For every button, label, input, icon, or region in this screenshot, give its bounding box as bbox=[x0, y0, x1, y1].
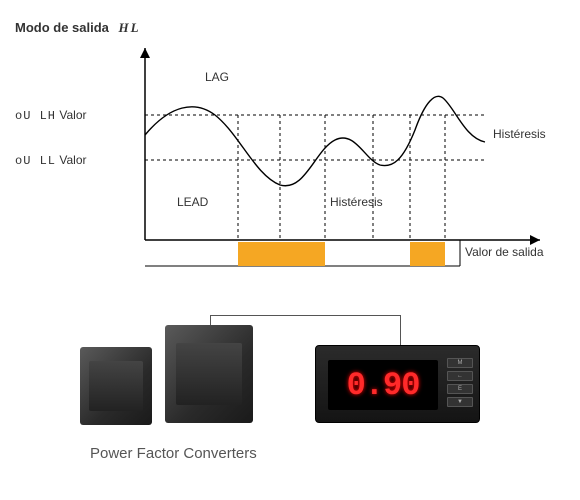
digital-meter: 0.90 M ← E ▼ bbox=[315, 345, 480, 423]
meter-btn-down: ▼ bbox=[447, 397, 473, 407]
conn-line bbox=[400, 315, 401, 345]
x-arrow bbox=[530, 235, 540, 245]
meter-btn-m: M bbox=[447, 358, 473, 368]
chart-svg bbox=[15, 20, 565, 295]
y-arrow bbox=[140, 48, 150, 58]
meter-screen: 0.90 bbox=[328, 360, 438, 410]
signal-curve bbox=[145, 96, 485, 185]
converter-small-face bbox=[89, 361, 144, 411]
meter-value: 0.90 bbox=[347, 367, 420, 404]
converter-small bbox=[80, 347, 152, 425]
meter-btn-left: ← bbox=[447, 371, 473, 381]
meter-buttons: M ← E ▼ bbox=[447, 358, 473, 407]
output-bar bbox=[238, 242, 325, 266]
converter-large bbox=[165, 325, 253, 423]
device-label: Power Factor Converters bbox=[90, 445, 257, 462]
hysteresis-chart: Modo de salida HL oU LH Valor oU LL Valo… bbox=[15, 20, 565, 295]
output-bars bbox=[238, 242, 445, 266]
meter-btn-e: E bbox=[447, 384, 473, 394]
conn-line bbox=[210, 315, 400, 316]
device-illustration: 0.90 M ← E ▼ Power Factor Converters bbox=[70, 315, 510, 480]
output-bar bbox=[410, 242, 445, 266]
converter-large-face bbox=[176, 343, 243, 406]
